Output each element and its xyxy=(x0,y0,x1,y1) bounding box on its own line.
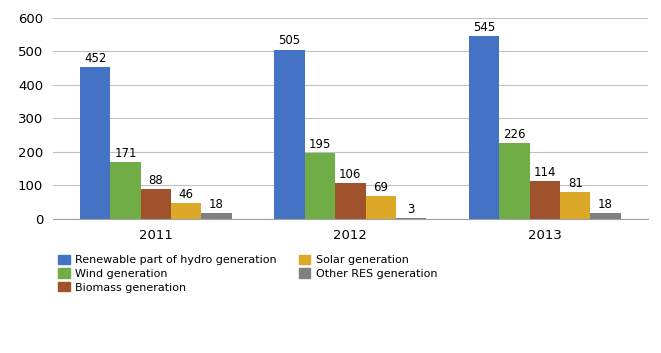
Bar xyxy=(396,218,426,219)
Text: 88: 88 xyxy=(149,174,163,187)
Text: 226: 226 xyxy=(503,128,525,141)
Text: 81: 81 xyxy=(568,177,582,190)
Text: 18: 18 xyxy=(209,198,224,211)
Text: 452: 452 xyxy=(84,52,106,65)
Bar xyxy=(110,162,141,219)
Text: 106: 106 xyxy=(339,168,362,181)
Text: 3: 3 xyxy=(407,203,414,216)
Text: 46: 46 xyxy=(178,189,194,202)
Bar xyxy=(305,154,335,219)
Bar xyxy=(469,36,499,219)
Bar xyxy=(499,143,529,219)
Bar xyxy=(202,213,231,219)
Text: 114: 114 xyxy=(533,166,556,179)
Bar xyxy=(80,67,110,219)
Bar xyxy=(590,213,621,219)
Text: 171: 171 xyxy=(114,146,137,160)
Bar xyxy=(335,183,366,219)
Text: 18: 18 xyxy=(598,198,613,211)
Text: 195: 195 xyxy=(309,138,331,151)
Bar xyxy=(560,192,590,219)
Bar xyxy=(366,196,396,219)
Text: 505: 505 xyxy=(278,35,301,48)
Legend: Renewable part of hydro generation, Wind generation, Biomass generation, Solar g: Renewable part of hydro generation, Wind… xyxy=(58,255,437,293)
Bar xyxy=(274,49,305,219)
Bar xyxy=(141,189,171,219)
Bar xyxy=(529,181,560,219)
Text: 69: 69 xyxy=(373,181,388,194)
Bar xyxy=(171,203,202,219)
Text: 545: 545 xyxy=(473,21,495,34)
